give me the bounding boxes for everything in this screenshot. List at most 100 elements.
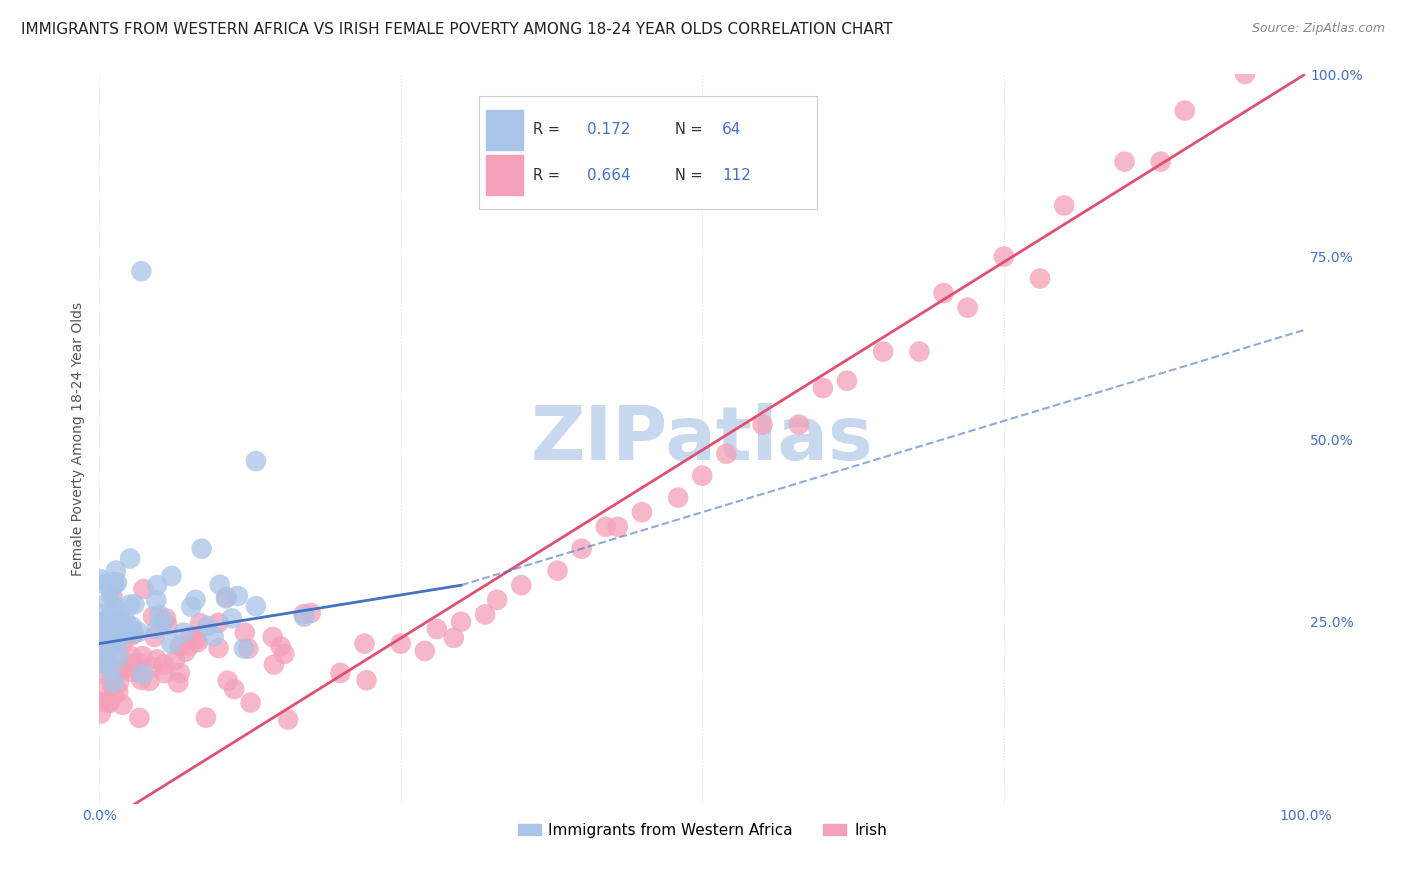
Point	[1029, 271, 1052, 285]
Point	[152, 657, 174, 672]
Point	[96, 658, 118, 673]
Point	[101, 619, 124, 633]
Point	[115, 660, 138, 674]
Point	[111, 698, 134, 712]
Point	[160, 569, 183, 583]
Point	[132, 582, 155, 596]
Point	[215, 590, 238, 604]
Point	[121, 625, 143, 640]
Point	[143, 630, 166, 644]
Point	[184, 632, 207, 647]
Point	[908, 344, 931, 359]
Point	[90, 625, 112, 640]
Point	[98, 638, 121, 652]
Point	[94, 632, 117, 646]
Point	[224, 682, 246, 697]
Point	[450, 615, 472, 629]
Point	[207, 641, 229, 656]
Point	[89, 695, 111, 709]
Point	[105, 575, 128, 590]
Point	[299, 606, 322, 620]
Point	[194, 710, 217, 724]
Point	[751, 417, 773, 432]
Point	[426, 622, 449, 636]
Point	[90, 615, 112, 629]
Point	[128, 711, 150, 725]
Point	[207, 615, 229, 630]
Point	[103, 577, 125, 591]
Point	[208, 578, 231, 592]
Point	[221, 611, 243, 625]
Point	[146, 652, 169, 666]
Point	[474, 607, 496, 622]
Point	[104, 598, 127, 612]
Y-axis label: Female Poverty Among 18-24 Year Olds: Female Poverty Among 18-24 Year Olds	[72, 302, 86, 576]
Point	[443, 631, 465, 645]
Point	[173, 625, 195, 640]
Point	[122, 657, 145, 671]
Point	[107, 649, 129, 664]
Point	[152, 615, 174, 629]
Point	[292, 607, 315, 622]
Point	[197, 619, 219, 633]
Point	[389, 637, 412, 651]
Point	[160, 637, 183, 651]
Point	[89, 572, 111, 586]
Point	[232, 641, 254, 656]
Point	[111, 628, 134, 642]
Point	[107, 685, 129, 699]
Point	[110, 630, 132, 644]
Point	[146, 578, 169, 592]
Point	[115, 622, 138, 636]
Point	[716, 447, 738, 461]
Point	[93, 577, 115, 591]
Point	[245, 454, 267, 468]
Point	[121, 657, 143, 672]
Point	[98, 696, 121, 710]
Point	[167, 675, 190, 690]
Point	[180, 599, 202, 614]
Point	[103, 675, 125, 690]
Point	[956, 301, 979, 315]
Point	[329, 665, 352, 680]
Point	[122, 626, 145, 640]
Point	[114, 626, 136, 640]
Point	[98, 582, 121, 597]
Point	[292, 609, 315, 624]
Point	[107, 634, 129, 648]
Point	[1174, 103, 1197, 118]
Point	[1149, 154, 1171, 169]
Point	[245, 599, 267, 614]
Point	[187, 635, 209, 649]
Point	[90, 706, 112, 721]
Point	[93, 622, 115, 636]
Point	[872, 344, 894, 359]
Point	[101, 608, 124, 623]
Point	[932, 286, 955, 301]
Point	[270, 640, 292, 654]
Point	[215, 591, 238, 606]
Legend: Immigrants from Western Africa, Irish: Immigrants from Western Africa, Irish	[512, 817, 893, 844]
Point	[90, 607, 112, 621]
Point	[120, 648, 142, 663]
Point	[124, 598, 146, 612]
Point	[156, 618, 179, 632]
Point	[111, 637, 134, 651]
Point	[129, 673, 152, 687]
Point	[108, 675, 131, 690]
Point	[510, 578, 533, 592]
Point	[153, 666, 176, 681]
Point	[148, 608, 170, 623]
Point	[101, 604, 124, 618]
Point	[155, 611, 177, 625]
Point	[413, 644, 436, 658]
Point	[89, 615, 111, 630]
Point	[127, 624, 149, 639]
Point	[112, 662, 135, 676]
Point	[94, 656, 117, 670]
Point	[1234, 67, 1257, 81]
Point	[1114, 154, 1136, 169]
Point	[98, 610, 121, 624]
Point	[104, 564, 127, 578]
Point	[690, 468, 713, 483]
